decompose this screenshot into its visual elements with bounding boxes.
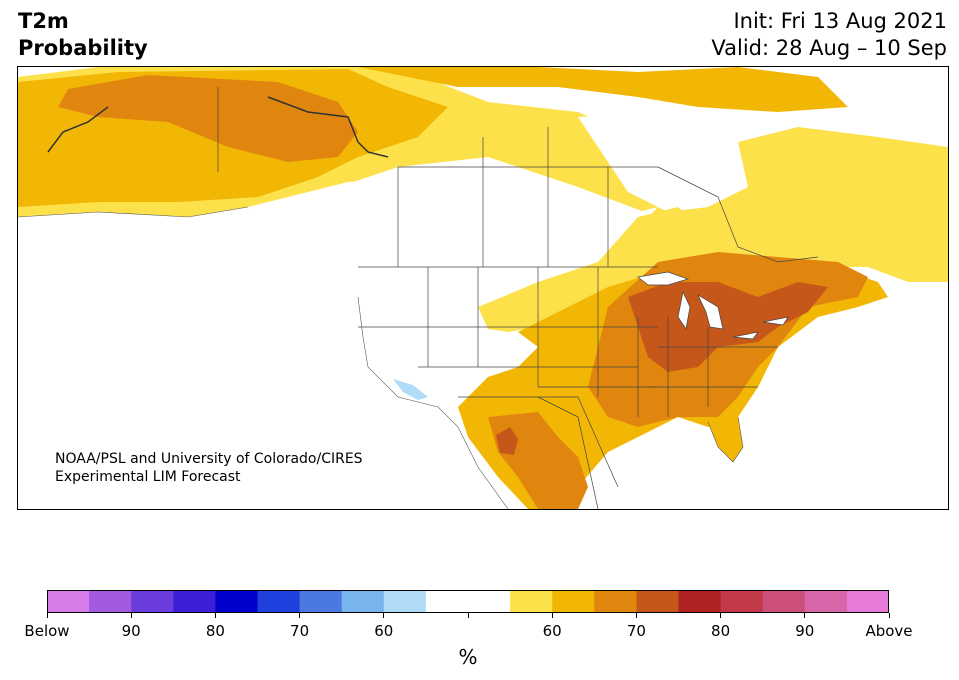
init-date: Init: Fri 13 Aug 2021 (733, 9, 947, 33)
colorbar-swatch (636, 590, 679, 613)
colorbar-swatch (215, 590, 258, 613)
colorbar-tick-label: 70 (626, 622, 646, 640)
region-blue-california (393, 379, 428, 400)
valid-period: Valid: 28 Aug – 10 Sep (711, 36, 947, 60)
colorbar-swatch (47, 590, 90, 613)
colorbar-swatch (257, 590, 301, 613)
colorbar-swatch (89, 590, 132, 613)
colorbar-tick-mark (467, 613, 469, 618)
region-yellow-florida (708, 417, 743, 462)
coastline (18, 206, 744, 509)
colorbar-swatch (468, 590, 511, 613)
colorbar-tick-mark (383, 613, 385, 618)
colorbar-swatch (425, 590, 469, 613)
colorbar-tick-label: 90 (795, 622, 815, 640)
map-canvas (18, 67, 948, 509)
colorbar-tick-mark (635, 613, 637, 618)
region-white-pacific (18, 207, 518, 509)
colorbar-border (47, 590, 889, 613)
colorbar-tick-mark (299, 613, 301, 618)
title-line-2: Probability (18, 36, 148, 60)
region-orange-alaska (58, 75, 358, 162)
colorbar-tick-label: 90 (121, 622, 141, 640)
colorbar-tick-mark (46, 613, 48, 618)
credit-line-1: NOAA/PSL and University of Colorado/CIRE… (55, 451, 363, 467)
rivers (47, 96, 389, 158)
colorbar-tick-label: Above (865, 622, 913, 640)
region-white-central-us (248, 177, 658, 407)
region-white-hudson-bay (578, 112, 748, 212)
colorbar-swatch (594, 590, 637, 613)
colorbar-tick-label: 60 (542, 622, 562, 640)
colorbar-tick-mark (130, 613, 132, 618)
colorbar-tick-label: 80 (711, 622, 731, 640)
colorbar-tick-label: 80 (205, 622, 225, 640)
colorbar-swatch (341, 590, 385, 613)
colorbar-swatch (552, 590, 595, 613)
colorbar-tick-mark (551, 613, 553, 618)
colorbar-swatch (299, 590, 343, 613)
colorbar-tick-mark (804, 613, 806, 618)
region-dark-orange-northeast (628, 282, 828, 372)
colorbar-swatch (804, 590, 848, 613)
colorbar-swatch (510, 590, 553, 613)
region-light-yellow-us (478, 207, 758, 332)
colorbar-tick-label: Below (24, 622, 70, 640)
colorbar-unit: % (458, 645, 478, 669)
probability-map (17, 66, 949, 510)
region-yellow-arctic (358, 67, 848, 112)
colorbar-tick-mark (214, 613, 216, 618)
credit-text: NOAA/PSL and University of Colorado/CIRE… (55, 450, 363, 486)
colorbar-swatch (678, 590, 722, 613)
colorbar-tick-label: 60 (374, 622, 394, 640)
title-line-1: T2m (18, 9, 69, 33)
colorbar-swatch (762, 590, 806, 613)
colorbar-tick-label: 70 (290, 622, 310, 640)
map-title: T2m Probability (18, 8, 148, 62)
great-lakes (637, 271, 789, 340)
colorbar-swatch (173, 590, 216, 613)
forecast-dates: Init: Fri 13 Aug 2021 Valid: 28 Aug – 10… (711, 8, 947, 62)
colorbar-tick-mark (888, 613, 890, 618)
colorbar-swatch (846, 590, 889, 613)
colorbar-tick-mark (720, 613, 722, 618)
colorbar (47, 590, 889, 613)
colorbar-swatch (720, 590, 764, 613)
colorbar-swatch (131, 590, 174, 613)
region-dark-orange-mexico (496, 427, 518, 455)
credit-line-2: Experimental LIM Forecast (55, 469, 241, 485)
political-borders (217, 87, 819, 509)
colorbar-swatch (383, 590, 427, 613)
